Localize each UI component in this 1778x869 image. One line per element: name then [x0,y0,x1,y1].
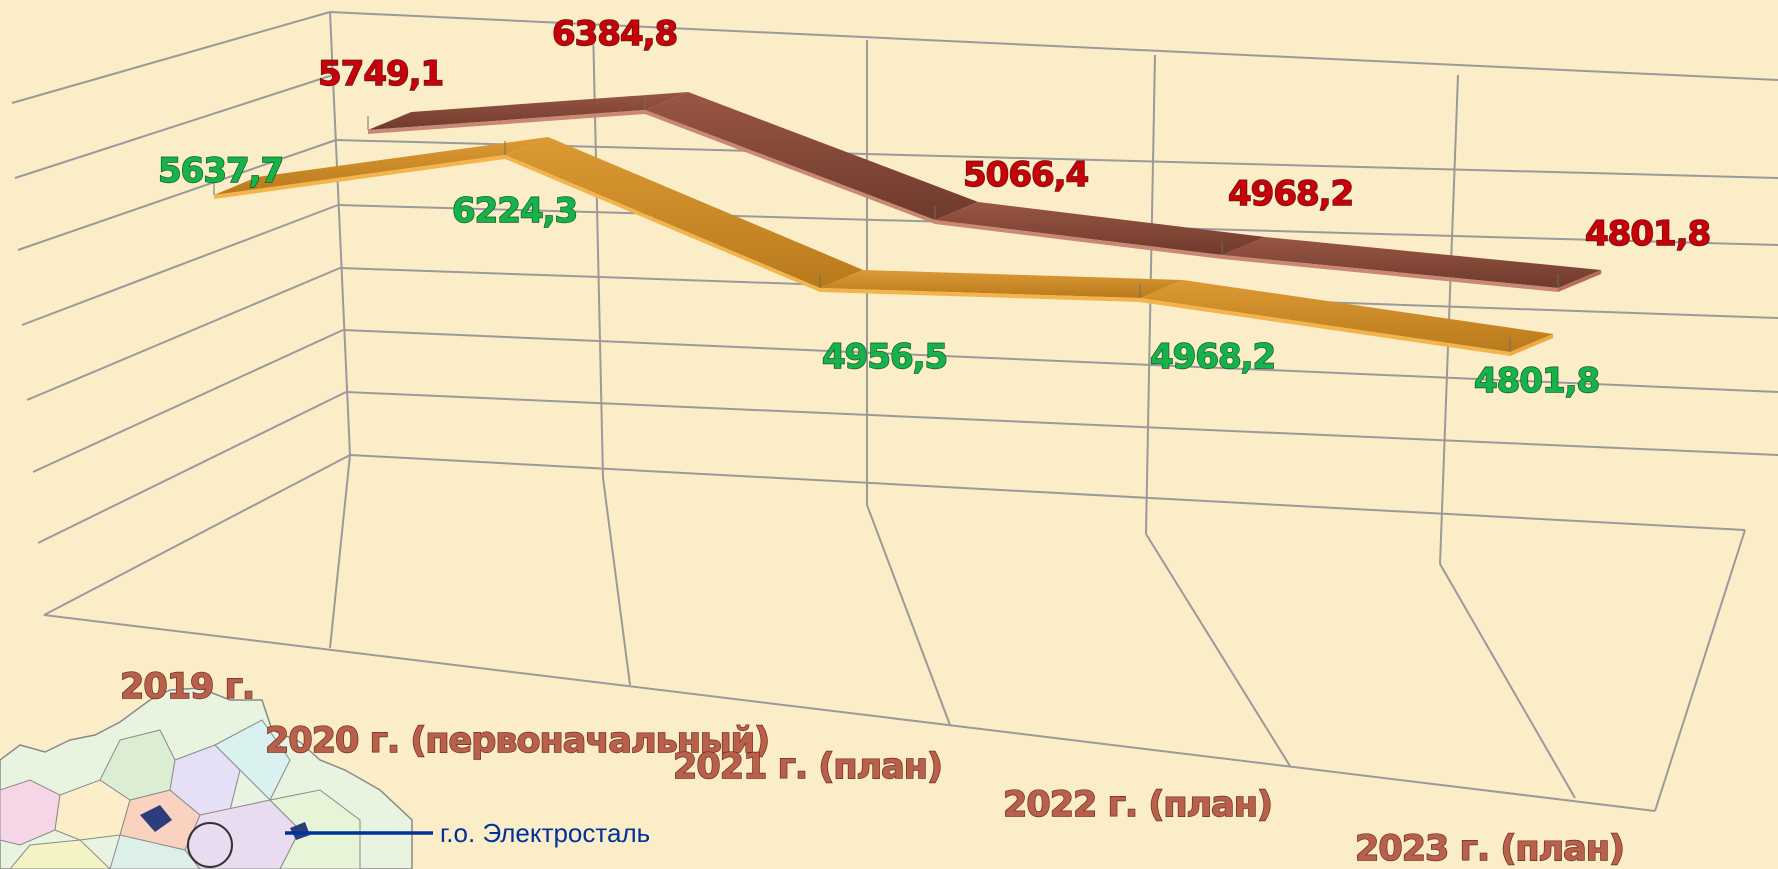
map-thumbnail [0,687,413,869]
series-2-ribbon [213,137,1554,356]
series-2-value-label: 4801,8 [1474,361,1599,401]
series-2-value-label: 4956,5 [822,337,947,377]
series-2-value-label: 5637,7 [158,151,283,191]
series-2-segment-edge-1 [214,155,505,199]
series-2-value-label: 4968,2 [1150,337,1275,377]
series-2-value-label: 6224,3 [452,191,577,231]
series-2-segment-edge-2 [505,155,820,292]
series-2-segment-edge-3 [820,288,1140,302]
series-1-segment-edge-4 [1222,255,1558,292]
series-1-segment-3 [935,202,1266,255]
series-2-end-cap [1510,334,1554,356]
category-label: 2022 г. (план) [1003,785,1272,825]
series-2-segment-3 [820,270,1184,298]
series-1-segment-edge-2 [645,110,935,224]
series-1-end-cap [1558,270,1602,292]
series-ribbons [213,92,1602,356]
series-1-segment-edge-1 [368,110,645,134]
category-label: 2019 г. [120,667,254,707]
category-label: 2021 г. (план) [673,747,942,787]
series-1-value-label: 4968,2 [1228,174,1353,214]
legend-label: г.о. Электросталь [440,818,650,848]
series-1-value-label: 6384,8 [552,14,677,54]
series-1-segment-edge-3 [935,220,1222,259]
series-2-segment-2 [505,137,864,288]
series-2-segment-edge-4 [1140,298,1510,356]
category-label: 2023 г. (план) [1355,829,1624,869]
series-1-value-label: 4801,8 [1585,214,1710,254]
series-2-segment-1 [214,137,549,195]
series-1-segment-1 [368,92,689,130]
data-labels: 5749,1 6384,8 5066,4 4968,2 4801,8 5637,7 6224… [157,13,1712,401]
series-1-segment-4 [1222,237,1602,288]
legend: г.о. Электросталь [285,818,650,848]
series-1-value-label: 5749,1 [318,54,443,94]
category-label: 2020 г. (первоначальный) [265,721,769,761]
series-1-value-label: 5066,4 [963,155,1089,195]
category-labels: 2019 г. 2020 г. (первоначальный)2021 г. (… [119,666,1625,869]
series-1-segment-2 [645,92,979,220]
grid [11,11,1778,812]
series-2-segment-4 [1140,280,1554,352]
series-1-ribbon [367,92,1602,292]
